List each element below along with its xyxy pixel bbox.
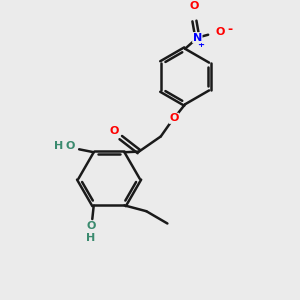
Text: O: O <box>86 221 95 231</box>
Text: O: O <box>110 126 119 136</box>
Text: O: O <box>190 2 199 11</box>
Text: O: O <box>215 27 224 37</box>
Text: H: H <box>54 141 63 152</box>
Text: N: N <box>193 33 202 43</box>
Text: O: O <box>169 113 178 123</box>
Text: +: + <box>197 40 204 49</box>
Text: -: - <box>228 23 233 36</box>
Text: H: H <box>86 233 95 243</box>
Text: O: O <box>66 141 75 152</box>
